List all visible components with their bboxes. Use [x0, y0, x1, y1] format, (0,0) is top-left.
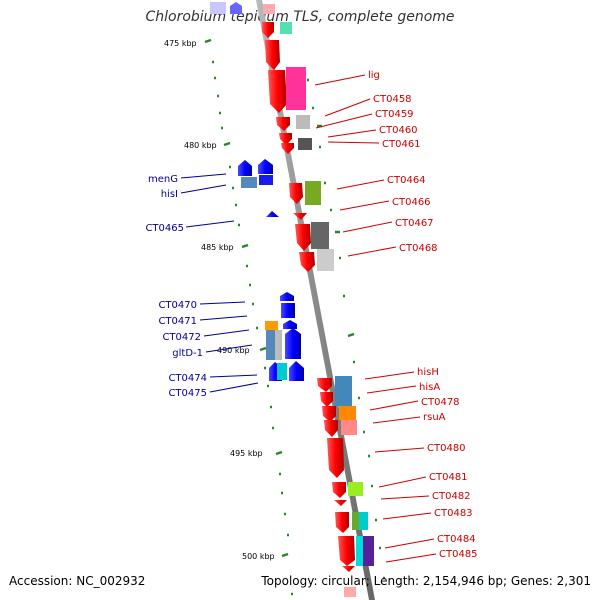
gene-label-ct0468: CT0468	[399, 243, 438, 254]
tick-label-475: 475 kbp	[164, 39, 197, 48]
gene-label-ct0485: CT0485	[439, 549, 478, 560]
gene-label-ct0459: CT0459	[375, 109, 414, 120]
gene-label-ct0483: CT0483	[434, 508, 473, 519]
gene-label-ct0465: CT0465	[145, 223, 184, 234]
forward-gene-arrow	[327, 438, 344, 478]
forward-gene-arrow	[338, 536, 355, 566]
reverse-gene-block	[281, 303, 295, 318]
forward-gene-arrow	[279, 133, 292, 145]
forward-gene-arrow	[276, 117, 290, 131]
gene-label-rsua: rsuA	[423, 412, 446, 423]
scale-dashes	[204, 38, 385, 596]
reverse-gene-arrow	[266, 211, 279, 217]
forward-gene-arrow	[320, 392, 333, 407]
gene-label-ct0484: CT0484	[437, 534, 476, 545]
gene-block-top-pink	[263, 4, 275, 14]
reverse-gene-shapes	[238, 159, 304, 381]
gene-label-ct0471: CT0471	[158, 316, 197, 327]
gene-label-gltd-1: gltD-1	[172, 348, 203, 359]
forward-gene-arrow	[268, 70, 287, 113]
tick-label-495: 495 kbp	[230, 449, 263, 458]
gene-label-ct0460: CT0460	[379, 125, 418, 136]
forward-gene-arrow	[293, 213, 307, 220]
forward-gene-arrow	[332, 482, 346, 498]
reverse-callout-lines	[180, 173, 259, 393]
gene-label-ct0467: CT0467	[395, 218, 434, 229]
reverse-gene-arrow	[285, 328, 301, 359]
forward-gene-arrow	[295, 224, 311, 251]
gene-block-top-lavender	[210, 2, 226, 14]
gene-block-top-mint	[280, 22, 292, 34]
tick-label-500: 500 kbp	[242, 552, 275, 561]
forward-gene-arrow	[322, 406, 336, 422]
reverse-gene-arrow	[280, 292, 294, 301]
forward-callout-lines	[314, 74, 437, 563]
gene-label-ct0480: CT0480	[427, 443, 466, 454]
tick-label-490: 490 kbp	[217, 346, 250, 355]
gene-label-meng: menG	[148, 174, 178, 185]
gene-label-ct0482: CT0482	[432, 491, 471, 502]
reverse-gene-arrow	[238, 160, 252, 176]
reverse-gene-block	[275, 330, 282, 360]
forward-gene-blocks	[286, 67, 374, 566]
reverse-gene-block	[277, 363, 287, 380]
reverse-gene-block	[265, 321, 278, 330]
accession-text: Accession: NC_002932	[9, 574, 146, 588]
forward-gene-arrow	[324, 420, 338, 437]
gene-label-ct0461: CT0461	[382, 139, 421, 150]
gene-label-ct0478: CT0478	[421, 397, 460, 408]
reverse-gene-arrow	[283, 320, 297, 329]
gene-label-ct0466: CT0466	[392, 197, 431, 208]
reverse-gene-arrow	[258, 159, 273, 174]
gene-label-ct0481: CT0481	[429, 472, 468, 483]
gene-label-ct0474: CT0474	[168, 373, 207, 384]
reverse-gene-arrow	[289, 361, 304, 381]
gene-label-ct0458: CT0458	[373, 94, 412, 105]
forward-gene-arrow	[262, 22, 274, 38]
gene-label-ct0470: CT0470	[158, 300, 197, 311]
forward-gene-block-bottom	[344, 587, 356, 597]
gene-label-lig: lig	[368, 70, 380, 81]
reverse-gene-block	[241, 177, 257, 188]
gene-label-ct0464: CT0464	[387, 175, 426, 186]
tick-label-480: 480 kbp	[184, 141, 217, 150]
gene-label-ct0472: CT0472	[162, 332, 201, 343]
genome-stats-text: Topology: circular; Length: 2,154,946 bp…	[261, 574, 591, 588]
forward-gene-arrow	[342, 566, 355, 572]
gene-label-hish: hisH	[417, 367, 439, 378]
forward-gene-arrow	[317, 378, 332, 392]
forward-gene-arrow	[299, 252, 315, 272]
gene-label-hisa: hisA	[419, 382, 440, 393]
forward-gene-arrow	[289, 183, 303, 204]
forward-gene-arrow	[335, 512, 349, 533]
forward-gene-shapes	[262, 22, 356, 597]
gene-label-hisi: hisI	[161, 189, 178, 200]
reverse-gene-block	[259, 175, 273, 185]
gene-label-ct0475: CT0475	[168, 388, 207, 399]
forward-gene-arrow	[281, 143, 294, 154]
forward-gene-arrow	[334, 500, 347, 506]
gene-arrow-top-blue	[230, 2, 242, 14]
tick-label-485: 485 kbp	[201, 243, 234, 252]
forward-gene-arrow	[265, 40, 280, 70]
